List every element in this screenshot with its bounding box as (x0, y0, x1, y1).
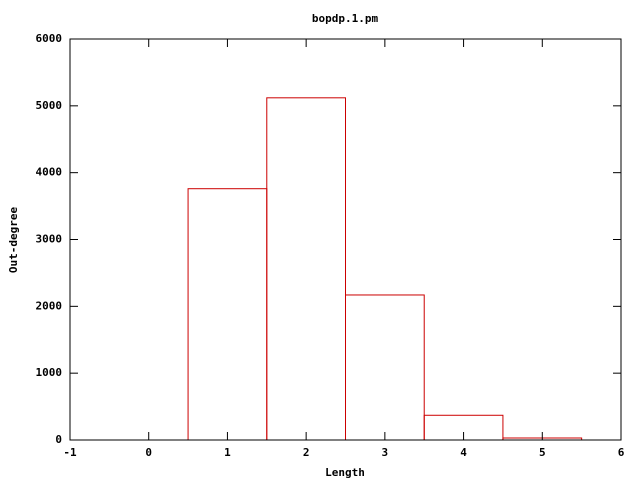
x-tick-label: 2 (303, 446, 310, 459)
y-tick-label: 1000 (36, 366, 63, 379)
plot-border (69, 38, 622, 441)
chart-title: bopdp.1.pm (312, 12, 379, 25)
x-tick-label: 4 (460, 446, 467, 459)
y-axis-label: Out-degree (7, 207, 20, 274)
y-tick-label: 5000 (36, 99, 63, 112)
y-tick-label: 3000 (36, 233, 63, 246)
y-tick-label: 6000 (36, 32, 63, 45)
bar (345, 294, 425, 441)
x-tick-label: 1 (224, 446, 231, 459)
x-tick-label: 6 (618, 446, 625, 459)
x-tick-label: 5 (539, 446, 546, 459)
x-tick-label: -1 (63, 446, 77, 459)
y-tick-label: 2000 (36, 299, 63, 312)
y-tick-label: 4000 (36, 166, 63, 179)
x-axis-label: Length (325, 466, 365, 479)
bar (187, 188, 268, 441)
x-tick-label: 0 (145, 446, 152, 459)
y-tick-label: 0 (55, 433, 62, 446)
x-tick-label: 3 (382, 446, 389, 459)
bar (266, 97, 346, 441)
